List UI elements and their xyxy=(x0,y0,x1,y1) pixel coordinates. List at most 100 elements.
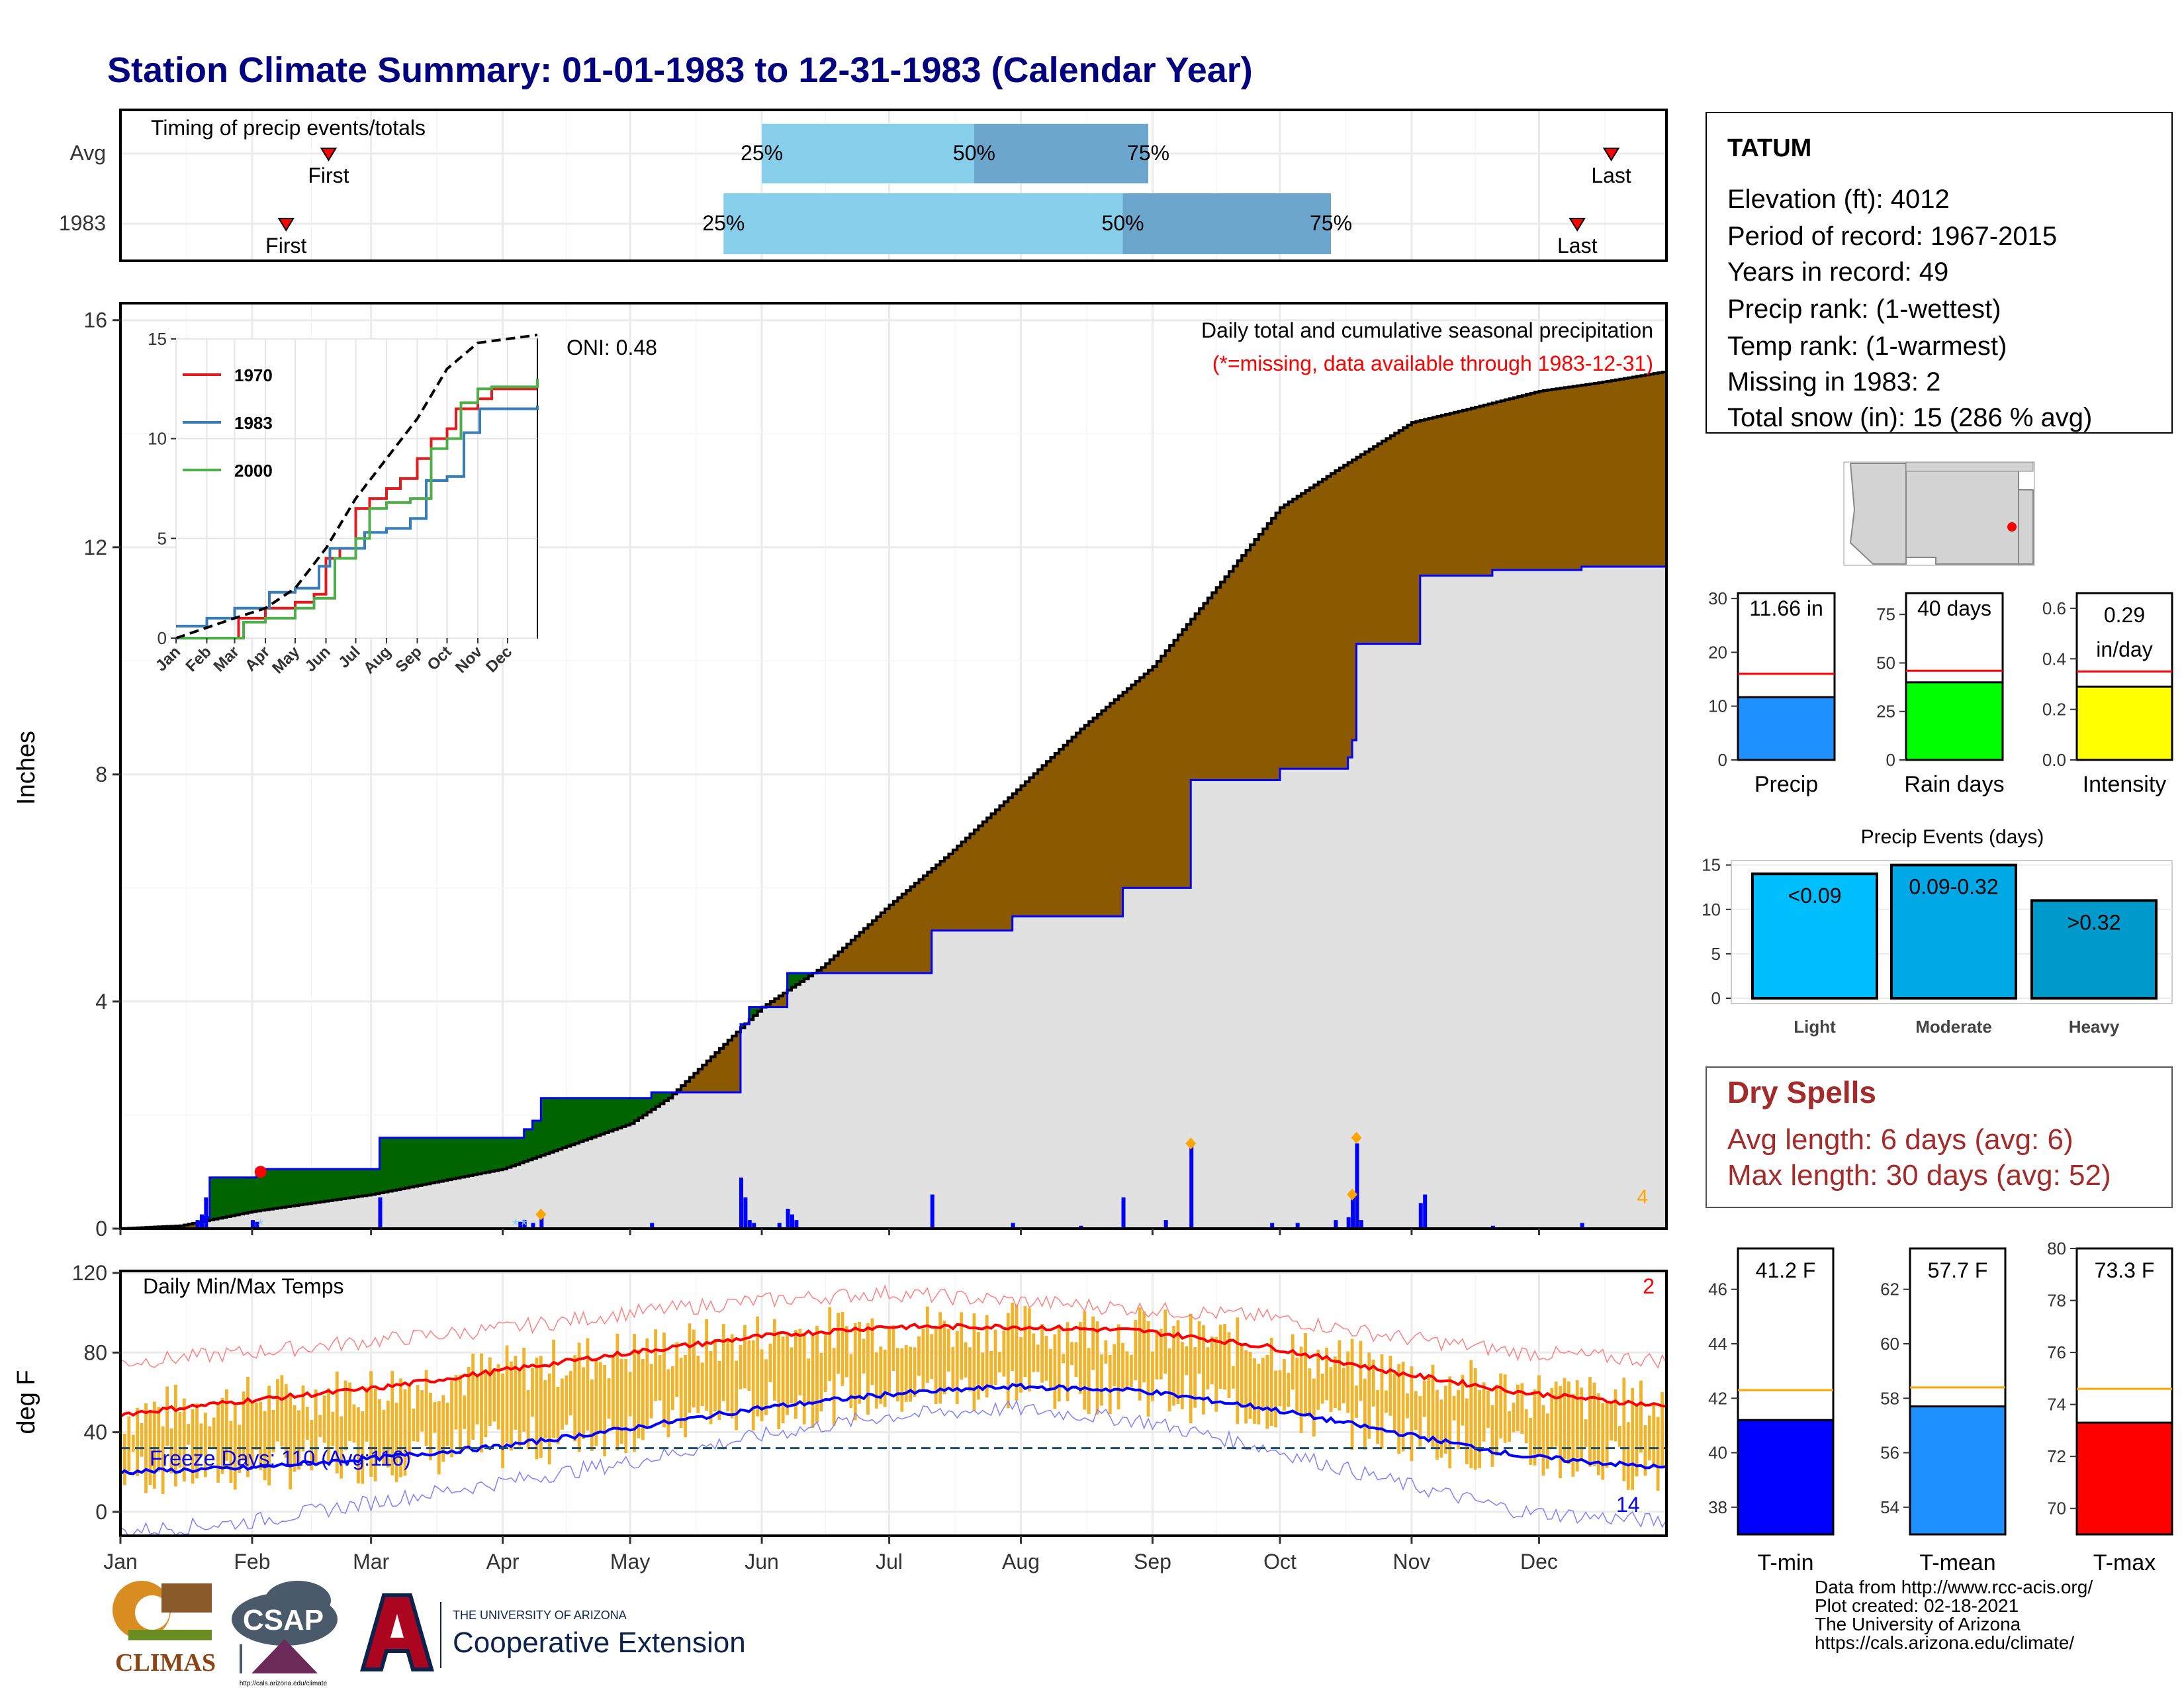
oni-label: ONI: 0.48 xyxy=(567,336,657,359)
events-y-tick-label: 5 xyxy=(1711,944,1721,964)
precip-surplus-area xyxy=(434,1137,439,1182)
precip-surplus-area xyxy=(277,1168,283,1208)
precip-deficit-area xyxy=(1471,408,1476,576)
temp-daily-bar xyxy=(1639,1380,1643,1453)
temp-daily-bar xyxy=(921,1329,925,1391)
precip-deficit-area xyxy=(1267,523,1272,780)
temp-daily-bar xyxy=(1367,1352,1371,1439)
precip-surplus-area xyxy=(490,1137,495,1172)
precip-deficit-area xyxy=(1161,655,1166,888)
temp-daily-bar xyxy=(1580,1387,1584,1460)
temp-daily-bar xyxy=(981,1352,985,1391)
temp-record-max-line xyxy=(120,1284,1667,1369)
precip-deficit-area xyxy=(766,1004,771,1008)
temp-daily-bar xyxy=(1618,1426,1621,1447)
temp-daily-bar xyxy=(1647,1415,1651,1461)
temp-daily-bar xyxy=(1261,1358,1265,1409)
temp-daily-bar xyxy=(416,1385,420,1442)
precip-daily-bar xyxy=(539,1217,544,1229)
temp-daily-bar xyxy=(1338,1340,1342,1411)
precip-daily-bar xyxy=(1359,1220,1363,1229)
precip-surplus-area xyxy=(553,1098,559,1151)
precip-daily-bars xyxy=(195,1143,1584,1229)
temp-daily-bar xyxy=(1563,1378,1567,1460)
precip-deficit-area xyxy=(1101,710,1107,917)
temp-record-min-line xyxy=(120,1399,1667,1538)
temp-daily-bar xyxy=(985,1315,989,1397)
temp-daily-bar xyxy=(777,1333,781,1429)
temp-daily-bar xyxy=(369,1371,373,1477)
temp-bar-y-tick-label: 38 xyxy=(1708,1497,1727,1517)
precip-daily-bar xyxy=(195,1220,200,1229)
temp-daily-bar xyxy=(1350,1338,1354,1450)
temp-daily-bar xyxy=(144,1403,148,1493)
temp-count-top: 2 xyxy=(1643,1274,1655,1298)
temp-daily-bar xyxy=(1359,1340,1363,1401)
temp-daily-bar xyxy=(1134,1319,1138,1381)
precip-deficit-area xyxy=(1038,769,1043,917)
precip-daily-bar xyxy=(204,1197,208,1229)
temp-daily-bar xyxy=(514,1356,518,1430)
temp-daily-bar xyxy=(1626,1422,1630,1490)
precip-deficit-area xyxy=(1003,802,1009,931)
precip-deficit-area xyxy=(1042,765,1047,917)
precip-deficit-area xyxy=(1602,382,1608,567)
precip-daily-bar xyxy=(794,1220,799,1229)
temp-daily-bar xyxy=(1036,1344,1040,1372)
precip-deficit-area xyxy=(1547,390,1553,571)
precip-deficit-area xyxy=(1063,745,1068,917)
precip-surplus-area xyxy=(451,1137,457,1179)
precip-surplus-area xyxy=(558,1098,563,1150)
precip-deficit-area xyxy=(1250,545,1255,780)
timing-last-marker-icon xyxy=(1602,148,1620,162)
temp-daily-bar xyxy=(1533,1389,1537,1466)
precip-deficit-area xyxy=(1564,387,1569,571)
temp-daily-bar xyxy=(1283,1358,1286,1411)
temp-daily-bar xyxy=(233,1404,237,1490)
temp-count-bottom: 14 xyxy=(1616,1493,1640,1517)
precip-deficit-area xyxy=(1288,502,1293,769)
temp-daily-bar xyxy=(1329,1367,1333,1413)
temp-bar-label: T-max xyxy=(2093,1550,2156,1575)
temp-daily-bar xyxy=(1643,1425,1647,1476)
precip-surplus-area xyxy=(362,1168,367,1196)
temp-daily-bar xyxy=(679,1358,683,1429)
temp-daily-bar xyxy=(216,1405,220,1483)
precip-daily-bar xyxy=(743,1197,748,1229)
temp-daily-bar xyxy=(263,1411,267,1481)
precip-deficit-area xyxy=(1275,512,1281,780)
temp-daily-bar xyxy=(947,1329,950,1372)
precip-deficit-area xyxy=(1224,577,1230,780)
temp-bar-label: T-min xyxy=(1758,1550,1814,1575)
temp-daily-bar xyxy=(1163,1309,1167,1374)
temp-daily-bar xyxy=(879,1346,883,1404)
mini-bar-chart-precip: 0 10 20 30 11.66 in Precip xyxy=(1708,588,1836,797)
temp-daily-bar xyxy=(934,1328,938,1405)
mini-bar-y-tick-label: 0 xyxy=(1718,750,1727,770)
precip-surplus-area xyxy=(295,1168,300,1206)
temp-daily-bar xyxy=(705,1319,709,1411)
precip-surplus-area xyxy=(570,1098,576,1145)
precip-deficit-area xyxy=(1071,737,1077,917)
temp-daily-bar xyxy=(1320,1374,1324,1404)
timing-q25-label: 25% xyxy=(702,211,745,235)
precip-deficit-area xyxy=(1492,402,1497,571)
precip-surplus-area xyxy=(447,1137,453,1180)
temp-bar-y-tick-label: 74 xyxy=(2047,1395,2066,1415)
precip-deficit-area xyxy=(685,1081,690,1093)
precip-deficit-area xyxy=(1386,438,1391,644)
precip-deficit-area xyxy=(1416,421,1421,644)
precip-deficit-area xyxy=(1195,614,1200,780)
temp-daily-bar xyxy=(1355,1385,1358,1419)
temp-daily-bar xyxy=(1248,1352,1252,1419)
precip-y-tick-label: 0 xyxy=(95,1217,107,1241)
temp-daily-bar xyxy=(1661,1392,1664,1468)
temp-daily-bar xyxy=(365,1387,369,1442)
precip-y-axis-title: Inches xyxy=(13,731,40,805)
precip-surplus-area xyxy=(808,973,813,976)
precip-surplus-area xyxy=(541,1098,546,1156)
ua-logo-bottom-text: Cooperative Extension xyxy=(453,1626,746,1659)
temp-bar-value xyxy=(2075,1421,2173,1536)
precip-deficit-area xyxy=(1543,391,1548,571)
temp-daily-bar xyxy=(654,1329,658,1401)
